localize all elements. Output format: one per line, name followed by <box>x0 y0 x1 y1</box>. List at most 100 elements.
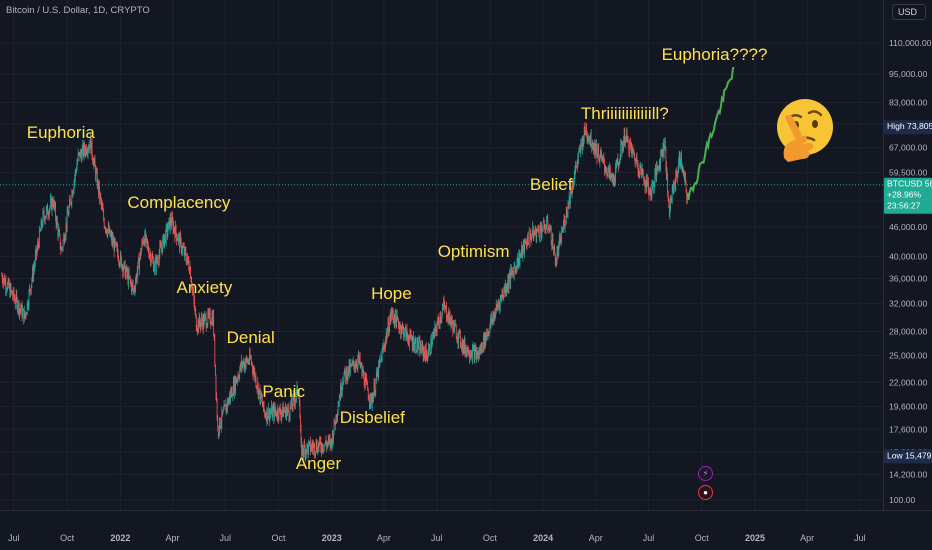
candle-body <box>363 373 365 385</box>
candle-body <box>479 349 481 354</box>
candle-body <box>418 340 420 342</box>
candle-body <box>545 227 547 230</box>
candle-body <box>459 331 461 333</box>
candle-body <box>444 306 446 309</box>
candle-body <box>356 364 357 366</box>
candle-body <box>331 442 333 447</box>
candle-body <box>647 176 648 182</box>
currency-button[interactable]: USD <box>891 4 926 20</box>
high-price-tag-text: High 73,805.27 <box>887 121 932 131</box>
candle-body <box>438 320 440 325</box>
candle-body <box>242 363 243 366</box>
candle-body <box>313 443 315 446</box>
candle-body <box>414 340 416 343</box>
candle-body <box>412 336 414 347</box>
candle-body <box>480 346 481 354</box>
candle-body <box>61 249 62 251</box>
candle-body <box>55 217 57 225</box>
candle-body <box>83 144 85 155</box>
candle-body <box>377 370 378 377</box>
candle-body <box>103 219 105 228</box>
candle-body <box>355 364 357 368</box>
candle-body <box>321 448 322 452</box>
candle-body <box>363 373 364 377</box>
candle-body <box>74 170 76 178</box>
candle-body <box>574 171 576 175</box>
candle-body <box>156 257 157 270</box>
candle-body <box>98 185 100 193</box>
candle-body <box>133 289 135 290</box>
price-tick-label: 25,000.00 <box>889 350 927 360</box>
candle-body <box>45 215 47 218</box>
candle-body <box>63 235 64 241</box>
candle-body <box>467 346 469 353</box>
candle-body <box>548 229 550 231</box>
candle-body <box>112 237 114 244</box>
candle-body <box>253 371 254 375</box>
candle-body <box>360 364 362 366</box>
candle-body <box>175 225 176 238</box>
candle-body <box>491 316 493 322</box>
candle-body <box>83 144 84 155</box>
candle-body <box>590 132 591 143</box>
candle-body <box>67 211 69 215</box>
candle-body <box>378 362 379 378</box>
candle-body <box>173 226 175 232</box>
candle-body <box>626 132 627 136</box>
candle-body <box>608 166 610 173</box>
candle-body <box>149 253 151 255</box>
candle-body <box>348 363 350 375</box>
candle-body <box>244 362 245 369</box>
candle-body <box>557 250 558 252</box>
candle-body <box>46 208 47 216</box>
candle-body <box>34 263 36 267</box>
candle-body <box>417 338 418 349</box>
candle-body <box>167 225 168 234</box>
candle-body <box>493 314 495 321</box>
candle-body <box>416 350 417 352</box>
candle-body <box>79 152 81 159</box>
candle-body <box>167 229 169 234</box>
candle-body <box>248 362 250 363</box>
candle-body <box>172 216 173 221</box>
candle-body <box>114 239 115 252</box>
candle-body <box>13 289 15 298</box>
candle-body <box>116 246 118 247</box>
candle-body <box>233 382 235 393</box>
candle-body <box>10 285 12 291</box>
candle-body <box>426 354 428 361</box>
candle-body <box>636 158 638 167</box>
candle-body <box>22 309 24 311</box>
candle-body <box>394 319 395 325</box>
candle-body <box>611 173 613 181</box>
candle-body <box>361 364 362 366</box>
candle-body <box>538 226 539 231</box>
candle-body <box>102 205 103 210</box>
lightning-event-icon[interactable]: ⚡ <box>698 466 713 481</box>
candle-body <box>435 326 437 331</box>
candle-body <box>283 410 285 412</box>
candle-body <box>596 145 597 154</box>
candle-body <box>683 170 685 173</box>
candle-body <box>38 244 40 247</box>
price-tick-label: 14,200.00 <box>889 470 927 480</box>
candle-body <box>523 242 525 253</box>
candle-body <box>674 184 675 185</box>
candle-body <box>552 238 554 249</box>
candle-body <box>583 139 584 146</box>
candle-body <box>9 285 11 297</box>
candle-body <box>75 170 77 172</box>
candle-body <box>456 338 458 340</box>
candle-body <box>594 144 596 155</box>
candle-body <box>334 423 336 425</box>
candle-body <box>259 388 261 402</box>
candle-body <box>205 316 207 328</box>
price-tick-label: 40,000.00 <box>889 251 927 261</box>
candle-body <box>317 444 319 453</box>
us-flag-event-icon[interactable]: ● <box>698 485 713 500</box>
low-price-tag: Low 15,479.42 <box>884 449 932 464</box>
time-tick-label: Jul <box>219 533 231 543</box>
high-price-tag: High 73,805.27 <box>884 120 932 135</box>
